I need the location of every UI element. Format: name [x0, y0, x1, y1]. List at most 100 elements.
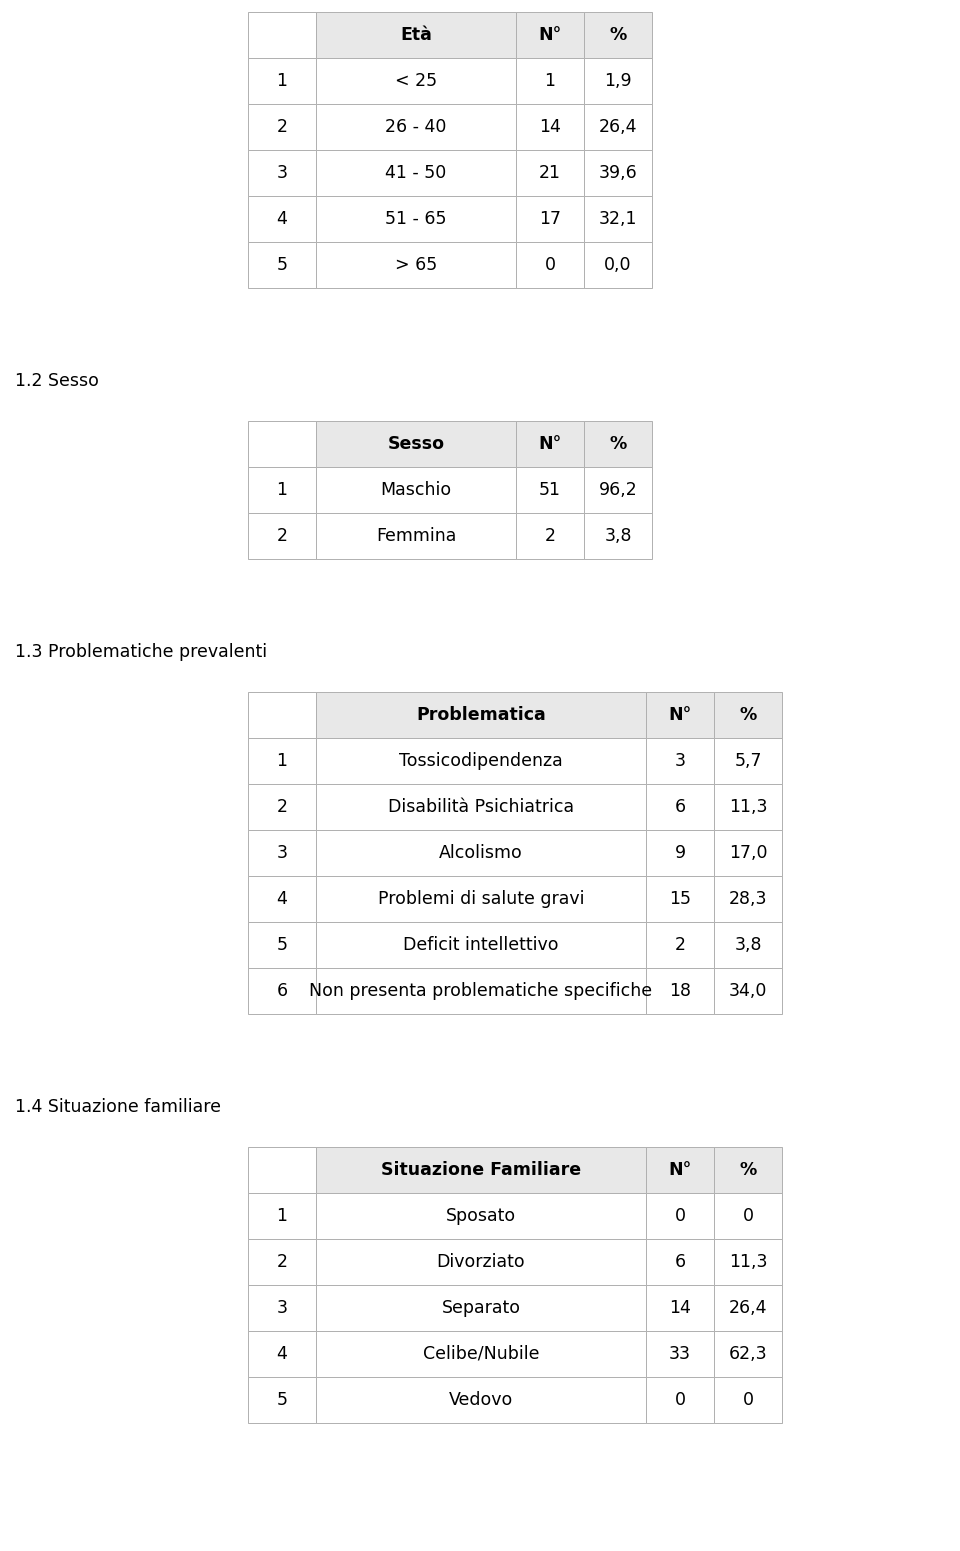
- Text: 1: 1: [276, 71, 287, 90]
- Text: > 65: > 65: [395, 256, 437, 275]
- Bar: [316, 692, 646, 738]
- Text: 62,3: 62,3: [729, 1345, 767, 1363]
- Text: N°: N°: [668, 1162, 691, 1179]
- Bar: [714, 1284, 782, 1331]
- Bar: [316, 921, 646, 968]
- Text: 9: 9: [675, 844, 685, 862]
- Bar: [316, 876, 646, 921]
- Bar: [248, 692, 316, 738]
- Text: 0: 0: [742, 1207, 754, 1225]
- Bar: [316, 830, 646, 876]
- Text: 3: 3: [276, 1300, 287, 1317]
- Bar: [584, 467, 652, 513]
- Bar: [714, 1377, 782, 1422]
- Text: N°: N°: [539, 434, 562, 453]
- Bar: [316, 57, 516, 104]
- Bar: [516, 195, 584, 242]
- Bar: [516, 104, 584, 150]
- Text: 0: 0: [675, 1391, 685, 1408]
- Text: 96,2: 96,2: [599, 481, 637, 499]
- Bar: [646, 1284, 714, 1331]
- Bar: [584, 420, 652, 467]
- Bar: [248, 830, 316, 876]
- Bar: [714, 783, 782, 830]
- Text: Disabilità Psichiatrica: Disabilità Psichiatrica: [388, 799, 574, 816]
- Bar: [248, 1331, 316, 1377]
- Bar: [516, 57, 584, 104]
- Text: 32,1: 32,1: [599, 209, 637, 228]
- Bar: [584, 513, 652, 558]
- Bar: [316, 467, 516, 513]
- Text: 0: 0: [544, 256, 556, 275]
- Bar: [316, 738, 646, 783]
- Text: Sesso: Sesso: [388, 434, 444, 453]
- Bar: [248, 242, 316, 288]
- Bar: [248, 1239, 316, 1284]
- Bar: [714, 921, 782, 968]
- Text: 17,0: 17,0: [729, 844, 767, 862]
- Bar: [584, 104, 652, 150]
- Text: 3,8: 3,8: [604, 527, 632, 544]
- Text: 51: 51: [539, 481, 561, 499]
- Text: 2: 2: [675, 935, 685, 954]
- Text: %: %: [610, 434, 627, 453]
- Text: Età: Età: [400, 26, 432, 43]
- Text: N°: N°: [539, 26, 562, 43]
- Text: 5: 5: [276, 935, 287, 954]
- Text: Vedovo: Vedovo: [449, 1391, 514, 1408]
- Bar: [248, 420, 316, 467]
- Bar: [316, 1193, 646, 1239]
- Text: 4: 4: [276, 890, 287, 907]
- Bar: [316, 513, 516, 558]
- Bar: [516, 513, 584, 558]
- Bar: [646, 1193, 714, 1239]
- Text: N°: N°: [668, 706, 691, 724]
- Bar: [248, 738, 316, 783]
- Bar: [646, 783, 714, 830]
- Text: 5: 5: [276, 1391, 287, 1408]
- Text: 1: 1: [544, 71, 556, 90]
- Bar: [646, 692, 714, 738]
- Text: 11,3: 11,3: [729, 1253, 767, 1270]
- Text: 28,3: 28,3: [729, 890, 767, 907]
- Text: 14: 14: [540, 118, 561, 136]
- Bar: [714, 968, 782, 1014]
- Text: 2: 2: [276, 799, 287, 816]
- Text: 1: 1: [276, 481, 287, 499]
- Bar: [584, 57, 652, 104]
- Text: 11,3: 11,3: [729, 799, 767, 816]
- Text: Situazione Familiare: Situazione Familiare: [381, 1162, 581, 1179]
- Text: Separato: Separato: [442, 1300, 520, 1317]
- Text: 5: 5: [276, 256, 287, 275]
- Bar: [646, 968, 714, 1014]
- Text: 5,7: 5,7: [734, 752, 761, 769]
- Bar: [714, 1331, 782, 1377]
- Bar: [248, 1148, 316, 1193]
- Bar: [316, 1331, 646, 1377]
- Text: 14: 14: [669, 1300, 691, 1317]
- Bar: [316, 104, 516, 150]
- Text: < 25: < 25: [395, 71, 437, 90]
- Bar: [516, 150, 584, 195]
- Bar: [714, 1193, 782, 1239]
- Bar: [248, 783, 316, 830]
- Bar: [516, 242, 584, 288]
- Text: 3,8: 3,8: [734, 935, 761, 954]
- Bar: [248, 1193, 316, 1239]
- Bar: [248, 921, 316, 968]
- Bar: [316, 968, 646, 1014]
- Bar: [316, 195, 516, 242]
- Bar: [584, 242, 652, 288]
- Bar: [516, 467, 584, 513]
- Text: 2: 2: [276, 1253, 287, 1270]
- Bar: [248, 968, 316, 1014]
- Text: 0: 0: [675, 1207, 685, 1225]
- Text: Problemi di salute gravi: Problemi di salute gravi: [377, 890, 585, 907]
- Bar: [248, 876, 316, 921]
- Text: 41 - 50: 41 - 50: [385, 164, 446, 181]
- Text: 2: 2: [276, 527, 287, 544]
- Bar: [248, 467, 316, 513]
- Bar: [316, 150, 516, 195]
- Text: 3: 3: [276, 844, 287, 862]
- Text: Alcolismo: Alcolismo: [439, 844, 523, 862]
